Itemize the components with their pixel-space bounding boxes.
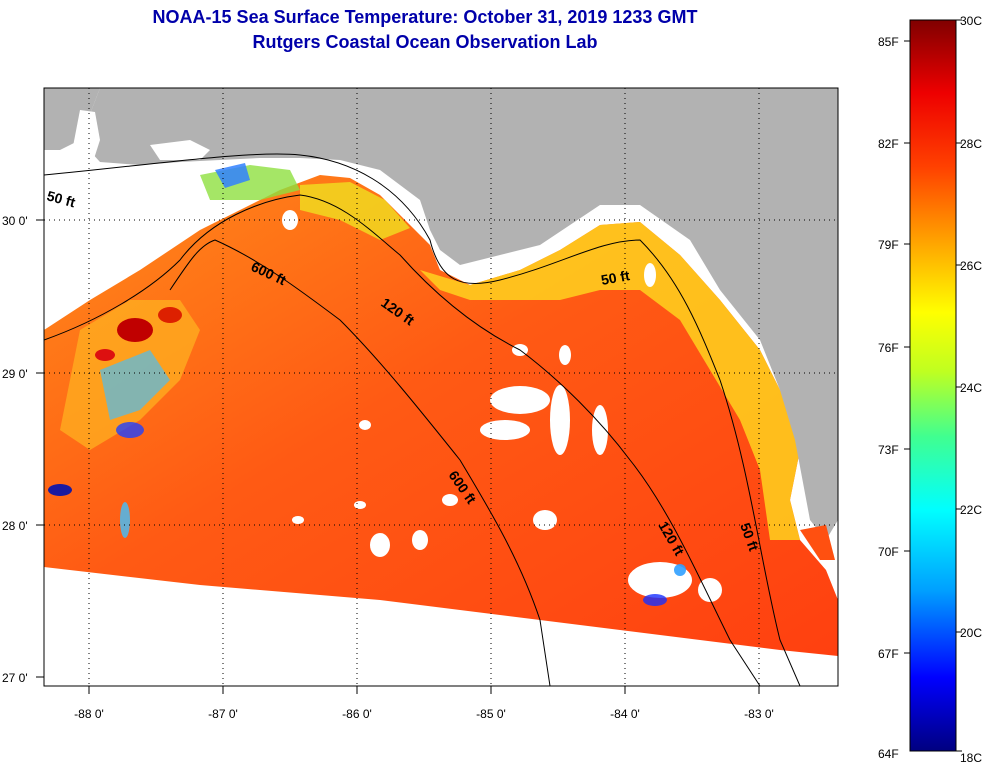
lat-label: 29 0' [2,367,28,381]
color-scale-bar [909,19,957,752]
contour-120ft [44,194,761,686]
lat-label: 30 0' [2,214,28,228]
scale-label-c: 18C [960,751,982,765]
sst-swath [44,175,838,656]
scale-label-f: 82F [878,137,899,151]
map-title: NOAA-15 Sea Surface Temperature: October… [152,7,698,27]
color-scale-ticks [904,19,962,752]
scale-label-f: 67F [878,647,899,661]
scale-label-f: 64F [878,747,899,761]
lon-label: -83 0' [744,707,774,721]
lon-label: -87 0' [208,707,238,721]
scale-label-f: 73F [878,443,899,457]
axis-ticks [36,219,760,694]
lon-label: -86 0' [342,707,372,721]
lon-label: -84 0' [610,707,640,721]
scale-label-c: 26C [960,259,982,273]
scale-label-c: 28C [960,137,982,151]
scale-label-c: 20C [960,626,982,640]
scale-label-f: 85F [878,35,899,49]
map-area: 50 ft 600 ft 120 ft 50 ft 600 ft 120 ft … [44,88,838,686]
contour-50ft [44,153,801,686]
contour-600ft [169,239,551,686]
lat-label: 28 0' [2,519,28,533]
lon-label: -85 0' [476,707,506,721]
scale-label-c: 30C [960,14,982,28]
lon-label: -88 0' [74,707,104,721]
map-subtitle: Rutgers Coastal Ocean Observation Lab [252,32,598,52]
shelf-warm-band [420,222,800,540]
scale-label-c: 22C [960,503,982,517]
scale-label-f: 76F [878,341,899,355]
lat-label: 27 0' [2,671,28,685]
depth-label: 50 ft [45,187,77,210]
depth-label: 50 ft [600,267,631,288]
scale-label-f: 79F [878,238,899,252]
land-mass [80,88,838,540]
scale-label-c: 24C [960,381,982,395]
scale-label-f: 70F [878,545,899,559]
